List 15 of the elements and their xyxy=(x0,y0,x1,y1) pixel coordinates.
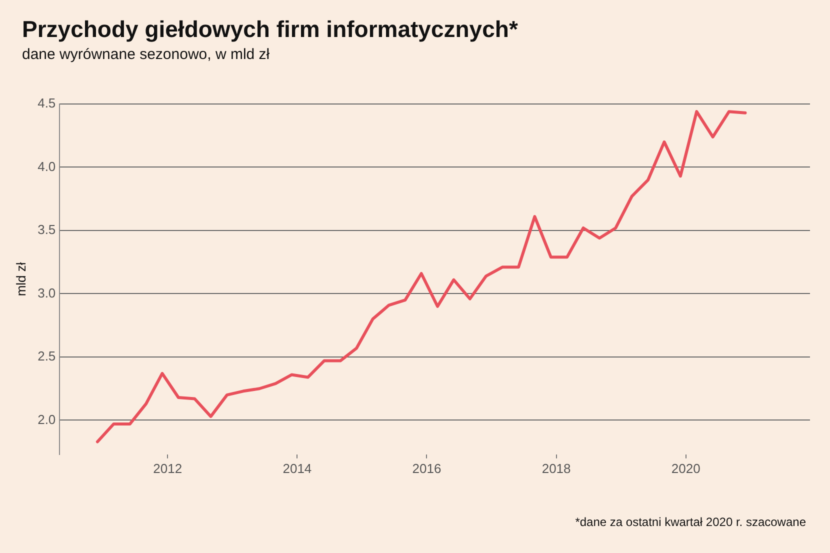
x-tick-label: 2016 xyxy=(412,460,442,476)
x-tick-label: 2018 xyxy=(542,460,571,476)
y-tick-label: 3.0 xyxy=(38,285,56,300)
y-tick-label: 4.0 xyxy=(38,158,56,174)
y-tick-label: 3.5 xyxy=(38,222,56,238)
x-tick-label: 2020 xyxy=(671,460,700,476)
chart-subtitle: dane wyrównane sezonowo, w mld zł xyxy=(22,46,270,63)
text: *dane za ostatni kwartał 2020 r. szacowane xyxy=(575,515,806,529)
y-tick-label: 2.0 xyxy=(38,412,56,427)
y-axis-title: mld zł xyxy=(13,262,28,296)
x-tick-label: 2012 xyxy=(153,460,182,476)
y-tick-label: 4.5 xyxy=(38,96,56,111)
chart-title: Przychody giełdowych firm informatycznych* xyxy=(22,16,518,43)
y-tick-label: 2.5 xyxy=(38,348,56,364)
x-tick-label: 2014 xyxy=(282,460,312,476)
